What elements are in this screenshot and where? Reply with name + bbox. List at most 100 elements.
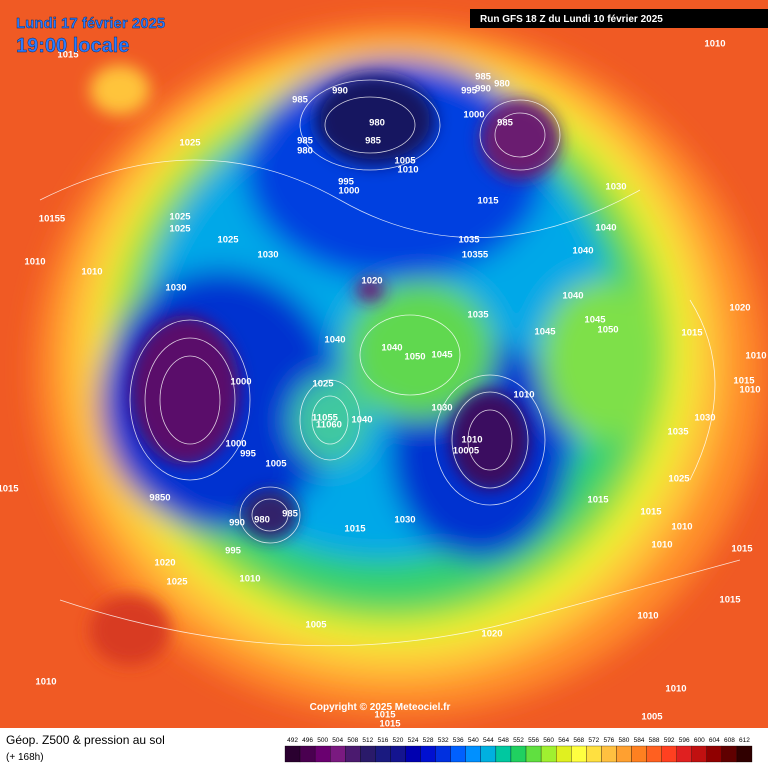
scale-swatch: [284, 745, 301, 763]
scale-tick-label: 512: [362, 737, 373, 744]
scale-tick-label: 528: [423, 737, 434, 744]
scale-tick-label: 572: [588, 737, 599, 744]
pressure-label: 1005: [394, 156, 416, 167]
pressure-label: 985: [497, 118, 514, 129]
scale-swatch: [601, 745, 617, 763]
pressure-label: 11060: [316, 420, 342, 431]
pressure-label: 985: [297, 136, 314, 147]
scale-tick-label: 592: [664, 737, 675, 744]
pressure-label: 1010: [671, 522, 692, 533]
scale-tick-label: 552: [513, 737, 524, 744]
scale-swatch: [420, 745, 436, 763]
scale-tick-label: 548: [498, 737, 509, 744]
pressure-label: 1010: [24, 257, 45, 268]
scale-swatch: [510, 745, 527, 763]
pressure-label: 1040: [351, 415, 372, 426]
scale-swatch: [375, 745, 391, 763]
pressure-label: 1010: [397, 165, 418, 176]
scale-swatch: [631, 745, 647, 763]
scale-tick-label: 500: [317, 737, 328, 744]
pressure-label: 1000: [338, 186, 359, 197]
pressure-label: 1000: [463, 110, 484, 121]
pressure-label: 985: [475, 72, 492, 83]
scale-swatch: [435, 745, 451, 763]
scale-swatch: [661, 745, 677, 763]
pressure-label: 1010: [704, 39, 725, 50]
pressure-label: 1010: [745, 351, 766, 362]
run-info: Run GFS 18 Z du Lundi 10 février 2025: [480, 14, 663, 25]
pressure-label: 1025: [217, 235, 239, 246]
pressure-label: 985: [292, 95, 309, 106]
scale-swatch: [465, 745, 481, 763]
scale-tick-label: 520: [393, 737, 404, 744]
pressure-label: 1010: [35, 677, 56, 688]
pressure-label: 10155: [39, 214, 66, 225]
pressure-label: 1010: [81, 267, 102, 278]
scale-swatch: [330, 745, 346, 763]
pressure-label: 9850: [149, 493, 170, 504]
pressure-label: 1025: [668, 474, 690, 485]
pressure-label: 1015: [379, 719, 401, 730]
pressure-label: 1020: [361, 276, 382, 287]
scale-swatch: [390, 745, 406, 763]
pressure-label: 990: [229, 518, 245, 529]
pressure-label: 995: [225, 546, 242, 557]
scale-tick-label: 496: [302, 737, 313, 744]
pressure-label: 10005: [453, 446, 480, 457]
pressure-label: 1010: [513, 390, 534, 401]
scale-swatch: [571, 745, 587, 763]
scale-tick-label: 576: [603, 737, 614, 744]
pressure-label: 1020: [729, 303, 750, 314]
copyright: Copyright © 2025 Meteociel.fr: [310, 702, 451, 713]
pressure-label: 1010: [461, 435, 482, 446]
scale-swatch: [299, 745, 316, 763]
pressure-label: 1040: [595, 223, 616, 234]
pressure-label: 1040: [562, 291, 583, 302]
scale-tick-label: 612: [739, 737, 750, 744]
scale-tick-label: 556: [528, 737, 539, 744]
scale-tick-label: 568: [573, 737, 584, 744]
run-banner: [470, 9, 768, 28]
scale-swatch: [691, 745, 707, 763]
scale-swatch: [360, 745, 376, 763]
pressure-label: 1010: [239, 574, 260, 585]
pressure-label: 1010: [665, 684, 686, 695]
pressure-label: 1015: [640, 507, 662, 518]
pressure-label: 1005: [265, 459, 287, 470]
pressure-label: 1010: [637, 611, 658, 622]
pressure-label: 1050: [597, 325, 618, 336]
scale-tick-label: 584: [634, 737, 645, 744]
pressure-label: 1005: [641, 712, 663, 723]
scale-swatch: [616, 745, 632, 763]
scale-tick-label: 508: [347, 737, 358, 744]
pressure-label: 1010: [739, 385, 760, 396]
scale-swatch: [736, 745, 753, 763]
scale-tick-label: 516: [377, 737, 388, 744]
scale-swatch: [540, 745, 557, 763]
scale-tick-label: 560: [543, 737, 554, 744]
footer-subtitle: (+ 168h): [6, 752, 44, 763]
scale-tick-label: 600: [694, 737, 705, 744]
pressure-label: 1015: [733, 376, 755, 387]
pressure-label: 990: [475, 84, 491, 95]
pressure-label: 985: [365, 136, 382, 147]
pressure-label: 1040: [381, 343, 402, 354]
scale-tick-label: 540: [468, 737, 479, 744]
pressure-label: 1035: [458, 235, 480, 246]
scale-tick-label: 536: [453, 737, 464, 744]
scale-swatch: [314, 745, 331, 763]
scale-tick-label: 524: [408, 737, 419, 744]
pressure-label: 1010: [651, 540, 672, 551]
pressure-label: 1045: [431, 350, 453, 361]
pressure-label: 1020: [481, 629, 502, 640]
pressure-label: 1030: [165, 283, 186, 294]
pressure-label: 11055: [312, 413, 339, 424]
pressure-label: 990: [332, 86, 348, 97]
pressure-label: 1015: [0, 484, 19, 495]
pressure-label: 1015: [477, 196, 499, 207]
scale-tick-label: 596: [679, 737, 690, 744]
pressure-label: 1015: [57, 50, 79, 61]
scale-tick-label: 608: [724, 737, 735, 744]
scale-swatch: [480, 745, 497, 763]
